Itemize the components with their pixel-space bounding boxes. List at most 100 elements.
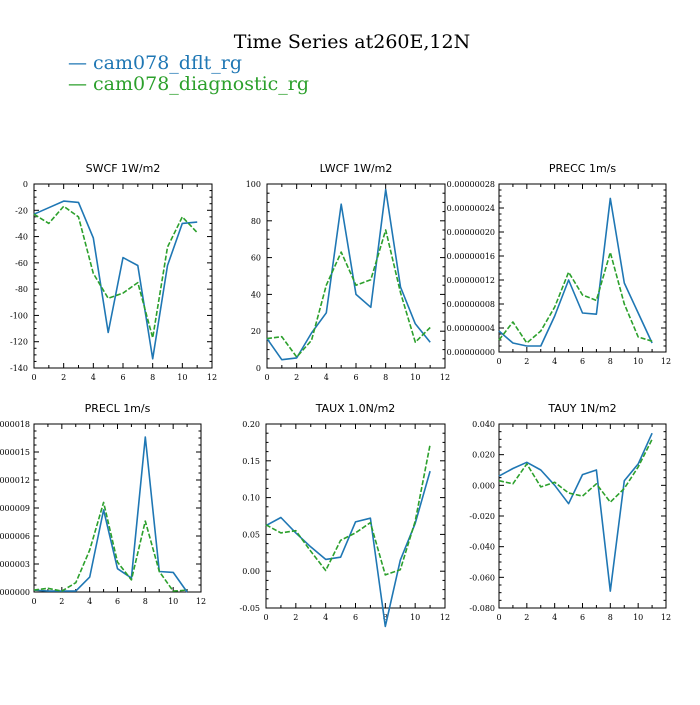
x-tick-label: 6 [120,373,125,382]
x-tick-label: 6 [115,597,120,606]
y-tick-label: -0.080 [469,604,495,613]
x-tick-label: 10 [633,357,643,366]
y-tick-label: 0.00 [242,567,260,576]
x-tick-label: 12 [207,373,217,382]
series-line-diagnostic [33,501,188,592]
y-tick-label: 0.20 [242,420,260,429]
y-tick-label: 0.00000000 [0,588,30,597]
y-tick-label: 0.020 [472,451,495,460]
x-tick-label: 8 [383,613,388,622]
y-tick-label: 20 [251,327,261,336]
y-tick-label: 0 [23,180,28,189]
series-line-diagnostic [498,438,653,504]
panel-frame [498,183,667,353]
y-tick-label: 0.05 [242,530,260,539]
y-tick-label: 0.00000018 [0,420,30,429]
y-tick-label: 0.00000012 [0,476,30,485]
series-line-dflt [33,436,188,593]
x-tick-label: 10 [633,613,643,622]
panel-title: PRECL 1m/s [85,402,151,415]
legend-entry-dflt: — cam078_dflt_rg [68,52,242,74]
x-tick-label: 8 [608,613,613,622]
y-tick-label: -0.040 [469,543,495,552]
y-tick-label: 0.00000020 [447,228,495,237]
figure-title: Time Series at260E,12N [234,31,470,53]
panel-title: TAUX 1.0N/m2 [315,402,396,415]
series-line-diagnostic [498,251,653,344]
panel-1: SWCF 1W/m2 0 2 4 6 8 10 12 -140 -120 -100 -80 -60 -40… [10,162,217,382]
x-tick-label: 10 [410,613,420,622]
x-tick-label: 6 [353,613,358,622]
panels: SWCF 1W/m2 0 2 4 6 8 10 12 -140 -120 -100 -80 -60 -40… [0,162,671,628]
y-tick-label: -140 [10,364,28,373]
y-tick-label: 0.000 [472,481,495,490]
y-tick-label: 100 [246,180,261,189]
x-tick-label: 12 [196,597,206,606]
series-line-dflt [498,432,653,592]
x-tick-label: 10 [168,597,178,606]
series-line-dflt [265,470,431,628]
y-tick-label: -0.020 [469,512,495,521]
series-line-dflt [33,200,198,360]
x-tick-label: 4 [324,373,329,382]
y-tick-label: -20 [15,206,28,215]
x-tick-label: 2 [59,597,64,606]
x-tick-label: 0 [31,373,36,382]
y-tick-label: 0.00000016 [447,252,495,261]
panel-3: PRECC 1m/s 0 2 4 6 8 10 12 0.00000000 0.00000004 0… [447,162,671,366]
x-tick-label: 0 [496,357,501,366]
panel-frame [498,423,667,609]
series-line-dflt [498,197,653,347]
panel-title: LWCF 1W/m2 [320,162,393,175]
y-tick-label: 40 [251,290,261,299]
series-line-diagnostic [33,205,198,339]
y-tick-label: 0.10 [242,494,260,503]
y-tick-label: 0.00000028 [447,180,495,189]
x-tick-label: 4 [87,597,92,606]
x-tick-label: 2 [293,613,298,622]
x-tick-label: 2 [524,613,529,622]
x-tick-label: 8 [608,357,613,366]
x-tick-label: 4 [91,373,96,382]
x-tick-label: 2 [524,357,529,366]
y-tick-label: -100 [10,311,28,320]
y-tick-label: 0.00000008 [447,300,495,309]
x-tick-label: 0 [496,613,501,622]
y-tick-label: 0.00000000 [447,348,495,357]
x-tick-label: 12 [661,613,671,622]
y-tick-label: 0.00000009 [0,504,30,513]
y-tick-label: 0.00000024 [447,204,495,213]
series-line-dflt [266,188,431,361]
x-tick-label: 10 [177,373,187,382]
panel-title: SWCF 1W/m2 [86,162,161,175]
x-tick-label: 4 [323,613,328,622]
x-tick-label: 2 [294,373,299,382]
y-tick-label: 0.00000006 [0,532,30,541]
y-tick-label: 60 [251,254,261,263]
x-tick-label: 0 [263,613,268,622]
y-tick-label: 80 [251,217,261,226]
y-tick-label: 0.00000012 [447,276,495,285]
x-tick-label: 6 [580,613,585,622]
series-line-diagnostic [265,444,431,576]
panel-frame [265,423,446,609]
y-tick-label: -60 [15,259,28,268]
y-tick-label: -80 [15,285,28,294]
x-tick-label: 6 [353,373,358,382]
panel-2: LWCF 1W/m2 0 2 4 6 8 10 12 0 20 40 60 80 100 [246,162,450,382]
x-tick-label: 10 [410,373,420,382]
x-tick-label: 2 [61,373,66,382]
panel-frame [266,183,446,369]
y-tick-label: -0.060 [469,573,495,582]
x-tick-label: 6 [580,357,585,366]
x-tick-label: 12 [440,613,450,622]
series-line-diagnostic [266,229,431,358]
y-tick-label: 0.00000015 [0,448,30,457]
x-tick-label: 8 [150,373,155,382]
panel-title: TAUY 1N/m2 [547,402,616,415]
panel-frame [33,183,213,369]
x-tick-label: 4 [552,613,557,622]
